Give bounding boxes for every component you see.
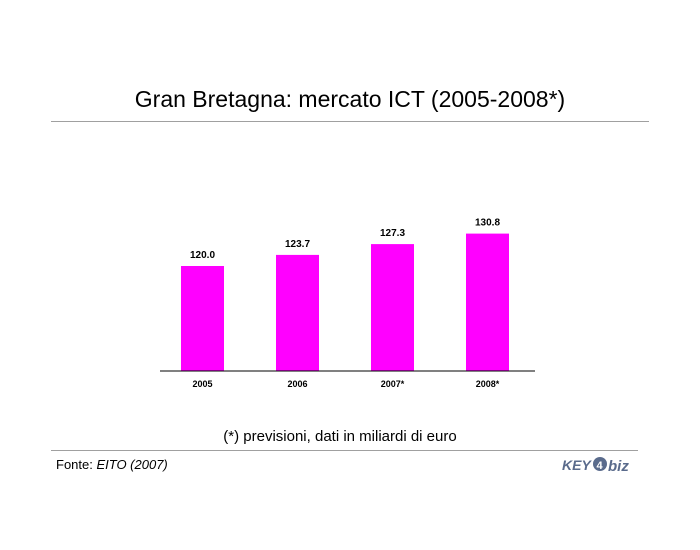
tick-label-2008*: 2008* bbox=[476, 379, 500, 389]
x-tick-labels: 2005 2006 2007* 2008* bbox=[192, 379, 499, 389]
value-label-2008*: 130.8 bbox=[475, 218, 500, 229]
footnote: (*) previsioni, dati in miliardi di euro bbox=[223, 428, 457, 445]
source-value: EITO (2007) bbox=[96, 457, 168, 472]
tick-label-2007*: 2007* bbox=[381, 379, 405, 389]
value-labels: 120.0 123.7 127.3 130.8 bbox=[190, 218, 500, 261]
bar-2006 bbox=[276, 254, 319, 371]
chart-title: Gran Bretagna: mercato ICT (2005-2008*) bbox=[134, 86, 566, 112]
footer-divider bbox=[51, 450, 638, 451]
bar-2005 bbox=[181, 266, 224, 371]
bars-group bbox=[181, 233, 509, 371]
tick-label-2005: 2005 bbox=[192, 379, 212, 389]
source-line: Fonte: EITO (2007) bbox=[56, 457, 168, 472]
tick-label-2006: 2006 bbox=[287, 379, 307, 389]
value-label-2007*: 127.3 bbox=[380, 228, 405, 239]
source-label: Fonte: bbox=[56, 457, 97, 472]
logo-text-4: 4 bbox=[597, 460, 604, 472]
logo-text-key: KEY bbox=[562, 457, 592, 473]
logo-text-biz: biz bbox=[608, 458, 629, 475]
logo-badge-icon bbox=[593, 457, 607, 471]
key4biz-logo: KEY 4 biz bbox=[562, 457, 629, 475]
value-label-2005: 120.0 bbox=[190, 250, 215, 261]
bar-2007* bbox=[371, 244, 414, 371]
value-label-2006: 123.7 bbox=[285, 239, 310, 250]
title-divider bbox=[51, 121, 649, 122]
bar-2008* bbox=[466, 233, 509, 371]
